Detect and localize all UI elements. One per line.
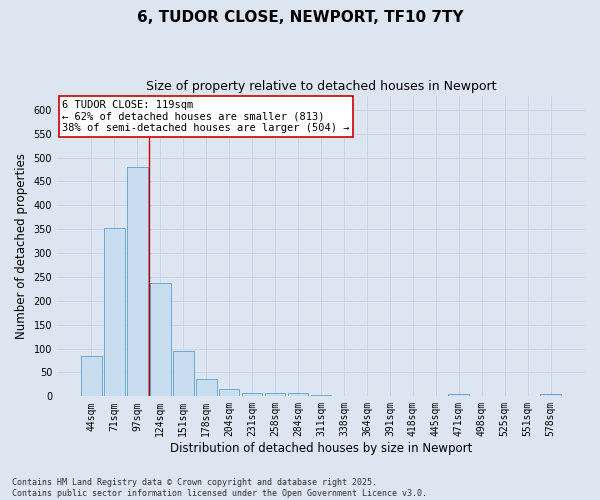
Bar [219, 388, 239, 396]
Bar [104, 228, 125, 396]
Title: Size of property relative to detached houses in Newport: Size of property relative to detached ho… [146, 80, 496, 93]
Bar [242, 393, 262, 396]
Bar [541, 394, 561, 396]
Text: Contains HM Land Registry data © Crown copyright and database right 2025.
Contai: Contains HM Land Registry data © Crown c… [12, 478, 427, 498]
Bar [448, 394, 469, 396]
Bar [150, 283, 170, 397]
Text: 6 TUDOR CLOSE: 119sqm
← 62% of detached houses are smaller (813)
38% of semi-det: 6 TUDOR CLOSE: 119sqm ← 62% of detached … [62, 100, 350, 134]
Bar [288, 393, 308, 396]
Bar [311, 395, 331, 396]
Bar [81, 356, 102, 397]
Text: 6, TUDOR CLOSE, NEWPORT, TF10 7TY: 6, TUDOR CLOSE, NEWPORT, TF10 7TY [137, 10, 463, 25]
Bar [173, 350, 194, 397]
Bar [127, 167, 148, 396]
Y-axis label: Number of detached properties: Number of detached properties [15, 153, 28, 339]
X-axis label: Distribution of detached houses by size in Newport: Distribution of detached houses by size … [170, 442, 472, 455]
Bar [196, 378, 217, 396]
Bar [265, 392, 286, 396]
